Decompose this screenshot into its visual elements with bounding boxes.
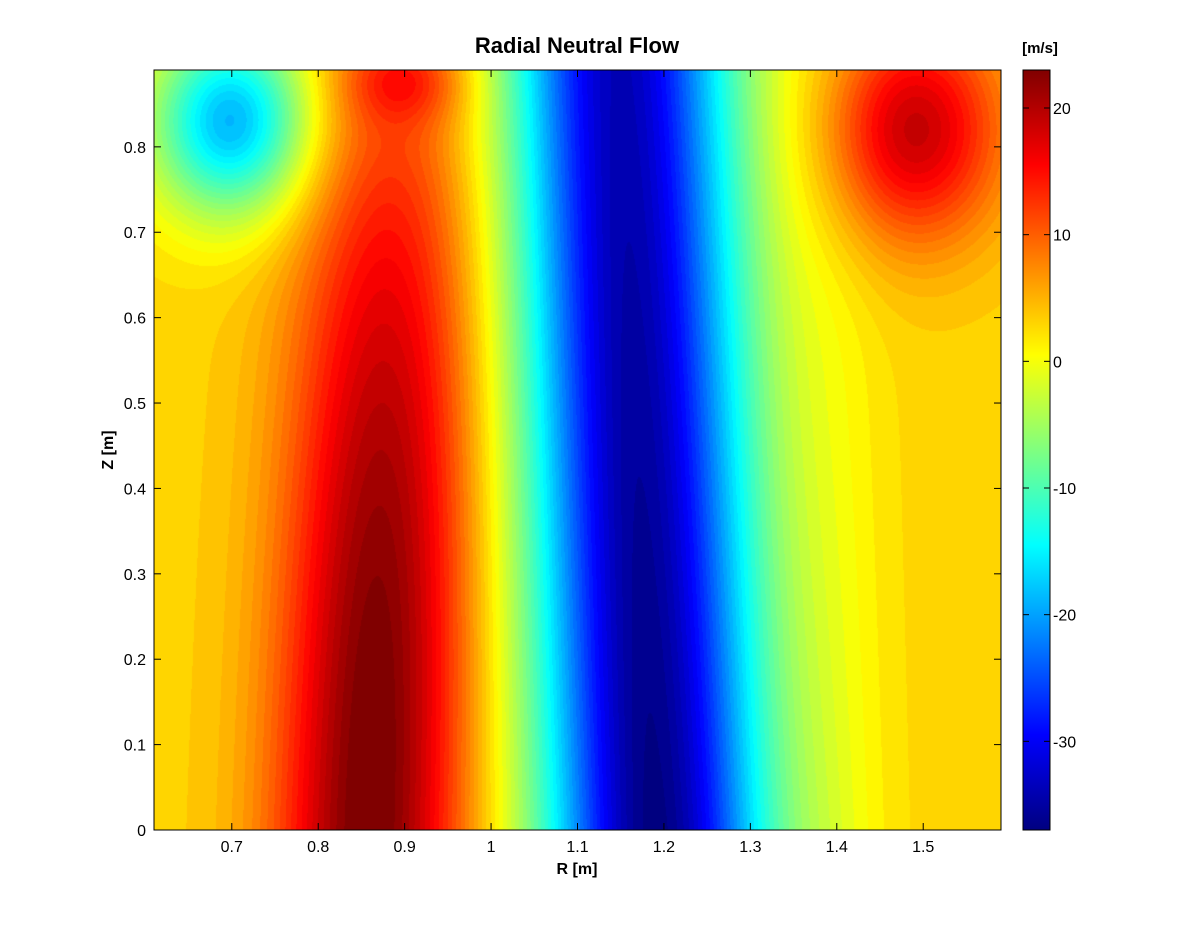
y-tick-label: 0.7 — [124, 225, 146, 242]
colorbar-tick-label: 0 — [1053, 354, 1062, 371]
x-tick-label: 1.3 — [739, 839, 761, 856]
colorbar-ticks: 20 10 0 -10 -20 -30 — [1023, 101, 1076, 751]
colorbar-gradient — [1022, 69, 1051, 831]
x-tick-label: 0.7 — [221, 839, 243, 856]
chart-title: Radial Neutral Flow — [475, 33, 680, 58]
y-tick-label: 0 — [137, 823, 146, 840]
y-tick-label: 0.1 — [124, 738, 146, 755]
x-tick-label: 0.8 — [307, 839, 329, 856]
colorbar-unit: [m/s] — [1022, 40, 1058, 57]
contour-field — [154, 70, 1001, 830]
y-axis-label: Z [m] — [100, 430, 117, 469]
x-tick-label: 1 — [487, 839, 496, 856]
colorbar-tick-label: 20 — [1053, 101, 1071, 118]
y-tick-label: 0.6 — [124, 311, 146, 328]
y-tick-label: 0.3 — [124, 567, 146, 584]
y-tick-label: 0.5 — [124, 396, 146, 413]
x-axis-label: R [m] — [557, 861, 598, 878]
plot-area: 0.7 0.8 0.9 1 1.1 1.2 1.3 1.4 1.5 00.10.20.30.40… — [124, 69, 1002, 856]
y-tick-label: 0.4 — [124, 481, 146, 498]
colorbar-tick-label: 10 — [1053, 228, 1071, 245]
x-tick-label: 1.1 — [566, 839, 588, 856]
x-tick-label: 1.5 — [912, 839, 934, 856]
x-tick-label: 0.9 — [394, 839, 416, 856]
colorbar-tick-label: -30 — [1053, 734, 1076, 751]
x-tick-label: 1.4 — [826, 839, 848, 856]
colorbar-tick-label: -10 — [1053, 481, 1076, 498]
x-axis-ticks: 0.7 0.8 0.9 1 1.1 1.2 1.3 1.4 1.5 — [221, 70, 934, 856]
y-tick-label: 0.2 — [124, 652, 146, 669]
x-tick-label: 1.2 — [653, 839, 675, 856]
y-axis-ticks: 0 0.1 0.2 0.3 0.4 0.5 0.6 0.7 0.8 — [124, 140, 1001, 840]
colorbar-tick-label: -20 — [1053, 608, 1076, 625]
y-tick-label: 0.8 — [124, 140, 146, 157]
colorbar: [m/s] 20 10 0 -10 -20 -30 — [1022, 40, 1076, 831]
